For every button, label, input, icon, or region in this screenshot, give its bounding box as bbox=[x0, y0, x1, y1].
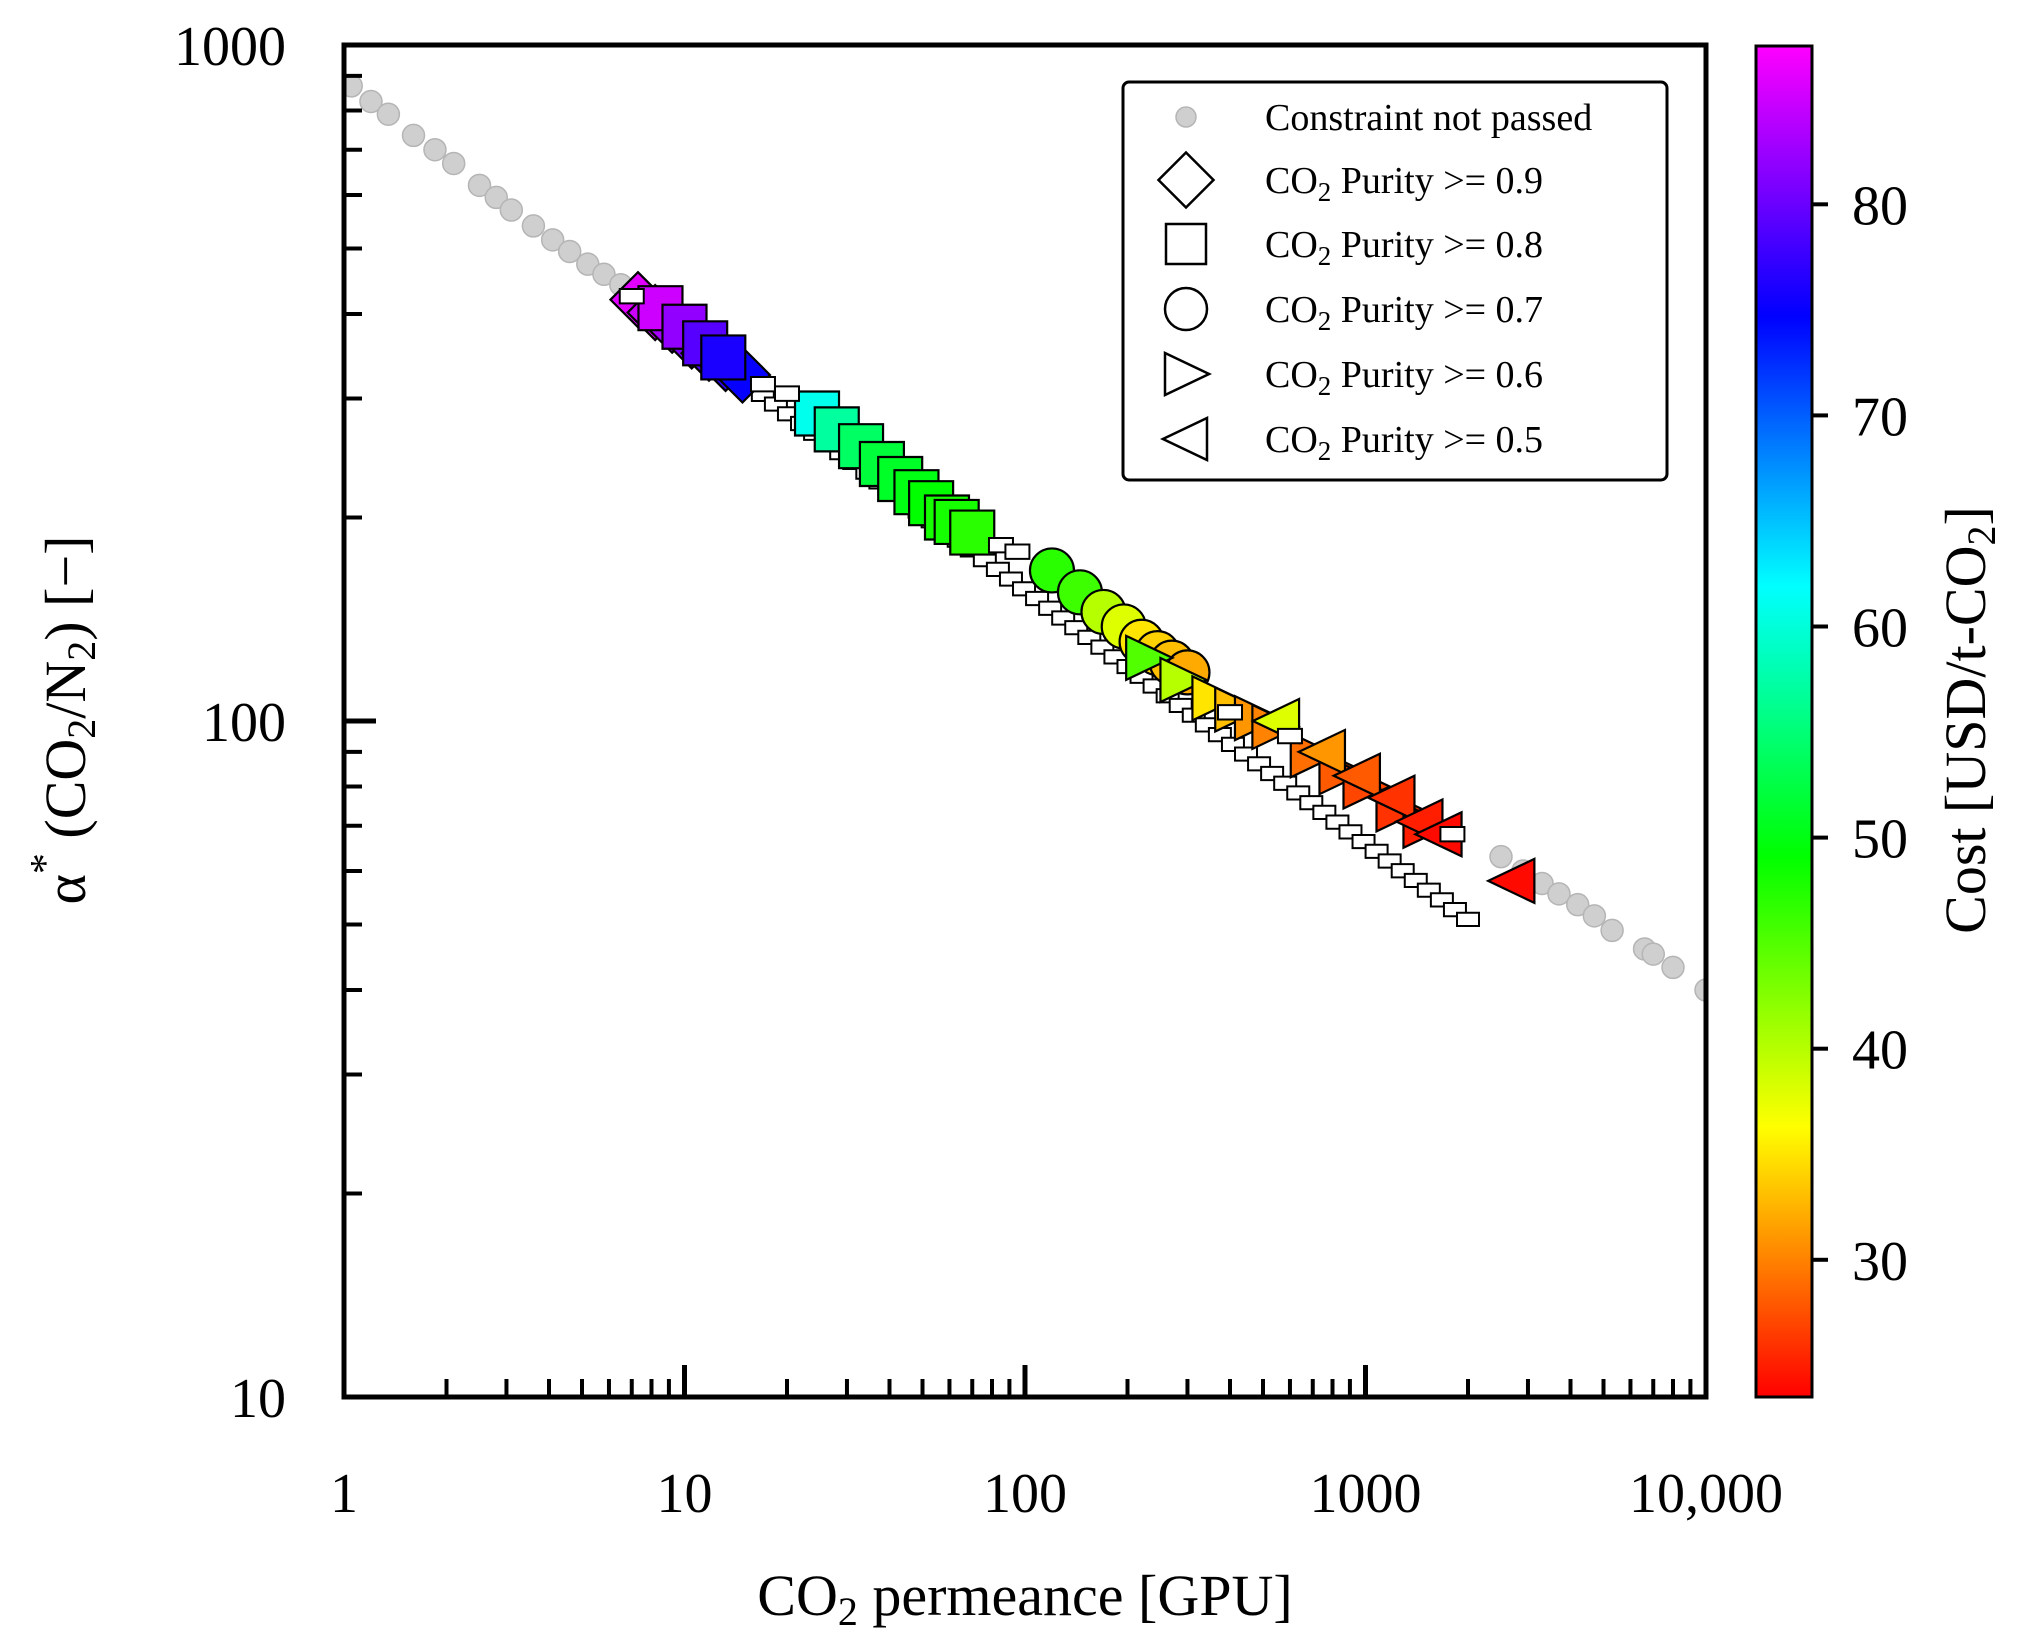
data-point-gray-circle bbox=[359, 89, 383, 114]
legend-label-purity-0.7: CO2 Purity >= 0.7 bbox=[1265, 289, 1543, 336]
legend-label-purity-0.9: CO2 Purity >= 0.9 bbox=[1265, 160, 1543, 207]
data-point-gray-circle bbox=[521, 214, 546, 238]
x-axis-title: CO2 permeance [GPU] bbox=[757, 1563, 1292, 1634]
data-point-gray-circle bbox=[376, 102, 401, 126]
data-point-outline bbox=[1276, 727, 1303, 745]
data-point-outline bbox=[1004, 543, 1031, 560]
y-tick-label: 100 bbox=[202, 692, 286, 754]
data-point-triangle-left bbox=[1485, 857, 1536, 905]
x-tick-label: 1000 bbox=[1310, 1463, 1422, 1525]
data-point-gray-circle bbox=[484, 185, 509, 210]
data-point-gray-circle bbox=[467, 173, 492, 198]
data-point-gray-circle bbox=[1661, 955, 1685, 980]
data-point-gray-circle bbox=[1641, 942, 1666, 966]
data-point-gray-circle bbox=[441, 151, 466, 176]
legend-marker-diamond bbox=[1156, 150, 1216, 210]
colorbar-tick-label: 80 bbox=[1852, 175, 1908, 237]
legend-box bbox=[1121, 80, 1669, 482]
data-point-gray-circle bbox=[499, 198, 524, 222]
data-point-gray-circle bbox=[1582, 904, 1607, 928]
y-tick-label: 1000 bbox=[174, 16, 286, 78]
colorbar-ticks: 30 40 50 60 70 80 bbox=[1812, 175, 1908, 1293]
data-point-gray-circle bbox=[540, 228, 565, 252]
legend-label-purity-0.5: CO2 Purity >= 0.5 bbox=[1265, 419, 1543, 466]
legend-marker-gray-circle bbox=[1175, 106, 1197, 128]
y-axis-tick-labels: 10 100 1000 bbox=[174, 16, 286, 1430]
series-co2-purity-0-5 bbox=[1250, 697, 1536, 905]
colorbar-tick-label: 60 bbox=[1852, 598, 1908, 660]
data-point-triangle-left bbox=[1296, 728, 1347, 776]
colorbar-tick-label: 30 bbox=[1852, 1231, 1908, 1293]
colorbar-tick-label: 40 bbox=[1852, 1020, 1908, 1082]
legend-label-purity-0.8: CO2 Purity >= 0.8 bbox=[1265, 224, 1543, 271]
y-axis-ticks bbox=[344, 73, 376, 1196]
trend-outline-marker bbox=[1456, 911, 1481, 927]
legend: Constraint not passed CO2 Purity >= 0.9 … bbox=[1121, 80, 1669, 482]
legend-markers bbox=[1156, 106, 1216, 462]
data-point-triangle-right bbox=[1159, 656, 1210, 704]
x-axis-tick-labels: 1 10 100 1000 10,000 bbox=[330, 1463, 1783, 1525]
legend-label-purity-0.6: CO2 Purity >= 0.6 bbox=[1265, 354, 1543, 401]
series-co2-purity-0-8 bbox=[637, 285, 996, 556]
x-axis-ticks bbox=[444, 1365, 1693, 1397]
data-point-gray-circle bbox=[1565, 892, 1590, 917]
data-point-outline bbox=[618, 288, 645, 305]
x-tick-label: 10 bbox=[657, 1463, 713, 1525]
data-point-gray-circle bbox=[1694, 978, 1706, 1002]
data-point-gray-circle bbox=[423, 137, 447, 162]
data-point-outline bbox=[1217, 704, 1244, 721]
legend-marker-triangle-left bbox=[1159, 416, 1209, 462]
data-point-square bbox=[700, 334, 747, 381]
y-tick-label: 10 bbox=[230, 1368, 286, 1430]
data-point-gray-circle bbox=[1489, 844, 1513, 869]
data-point-gray-circle bbox=[1547, 882, 1571, 906]
legend-marker-triangle-right bbox=[1163, 351, 1213, 397]
data-point-gray-circle bbox=[557, 239, 582, 264]
series-outline-markers-no-cost- bbox=[618, 288, 1466, 843]
data-point-triangle-right bbox=[1125, 634, 1175, 682]
colorbar-tick-label: 50 bbox=[1852, 809, 1908, 871]
colorbar-tick-label: 70 bbox=[1852, 386, 1908, 448]
data-point-triangle-left bbox=[1365, 773, 1416, 822]
colorbar-label: Cost [USD/t-CO2] bbox=[1933, 506, 2004, 934]
legend-marker-square bbox=[1164, 222, 1208, 266]
data-point-gray-circle bbox=[401, 123, 426, 148]
legend-label-constraint: Constraint not passed bbox=[1265, 97, 1592, 139]
data-point-triangle-left bbox=[1331, 751, 1382, 800]
colorbar: 30 40 50 60 70 80 Cost [USD/t-CO2] bbox=[1754, 44, 2004, 1399]
data-point-outline bbox=[774, 385, 801, 402]
x-tick-label: 100 bbox=[983, 1463, 1067, 1525]
x-tick-label: 10,000 bbox=[1629, 1463, 1783, 1525]
y-axis-title: α* (CO2/N2) [−] bbox=[23, 536, 104, 905]
data-point-outline bbox=[749, 375, 776, 393]
legend-marker-circle bbox=[1163, 286, 1209, 332]
x-tick-label: 1 bbox=[330, 1463, 358, 1525]
data-series-layer bbox=[344, 74, 1706, 1002]
data-point-gray-circle bbox=[592, 262, 616, 287]
data-point-gray-circle bbox=[1600, 918, 1624, 943]
data-point-outline bbox=[1439, 826, 1466, 843]
data-point-square bbox=[949, 509, 996, 556]
colorbar-gradient bbox=[1754, 44, 1814, 1399]
